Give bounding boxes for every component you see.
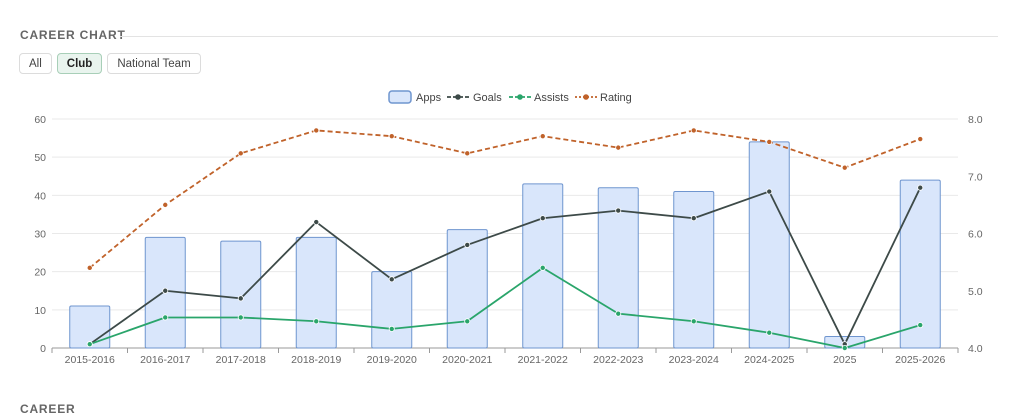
y-left-tick-label: 10 (34, 305, 46, 317)
assists-point[interactable] (162, 314, 169, 321)
rating-point[interactable] (388, 133, 395, 140)
assists-point[interactable] (841, 344, 848, 351)
apps-bar[interactable] (371, 271, 413, 349)
x-tick-label: 2017-2018 (216, 354, 266, 366)
x-tick-label: 2024-2025 (744, 354, 794, 366)
goals-point[interactable] (464, 241, 471, 248)
next-section-title: CAREER (20, 402, 76, 416)
goals-line (89, 187, 922, 346)
legend-rating-label[interactable]: Rating (600, 92, 632, 104)
x-tick-label: 2018-2019 (291, 354, 341, 366)
x-tick-label: 2015-2016 (65, 354, 115, 366)
y-right-tick-label: 4.0 (968, 343, 983, 355)
x-tick-label: 2022-2023 (593, 354, 643, 366)
legend-goals-marker (455, 94, 461, 100)
assists-point[interactable] (86, 341, 93, 348)
rating-point[interactable] (841, 164, 848, 171)
goals-point[interactable] (237, 295, 244, 302)
x-tick-label: 2025 (833, 354, 857, 366)
y-right-tick-label: 7.0 (968, 171, 983, 183)
rating-point[interactable] (690, 127, 697, 134)
apps-bar[interactable] (748, 141, 790, 349)
rating-point[interactable] (615, 144, 622, 151)
x-tick-label: 2019-2020 (367, 354, 417, 366)
legend-assists-label[interactable]: Assists (534, 92, 569, 104)
y-left-tick-label: 30 (34, 229, 46, 241)
x-tick-label: 2021-2022 (518, 354, 568, 366)
assists-point[interactable] (690, 318, 697, 325)
rating-point[interactable] (464, 150, 471, 157)
rating-point[interactable] (162, 201, 169, 208)
y-right-tick-label: 5.0 (968, 286, 983, 298)
rating-point[interactable] (237, 150, 244, 157)
x-tick-label: 2016-2017 (140, 354, 190, 366)
goals-point[interactable] (313, 219, 320, 226)
goals-point[interactable] (690, 215, 697, 222)
legend-apps-label[interactable]: Apps (416, 92, 442, 104)
goals-point[interactable] (539, 215, 546, 222)
legend-rating-marker (583, 94, 589, 100)
x-tick-label: 2020-2021 (442, 354, 492, 366)
assists-point[interactable] (539, 264, 546, 271)
assists-point[interactable] (766, 329, 773, 336)
rating-point[interactable] (86, 264, 93, 271)
tab-national-team[interactable]: National Team (107, 53, 201, 74)
tab-club[interactable]: Club (56, 53, 103, 74)
assists-point[interactable] (237, 314, 244, 321)
assists-point[interactable] (388, 325, 395, 332)
x-tick-label: 2023-2024 (669, 354, 719, 366)
y-left-tick-label: 20 (34, 267, 46, 279)
legend-goals-label[interactable]: Goals (473, 92, 502, 104)
x-tick-label: 2025-2026 (895, 354, 945, 366)
rating-line (89, 129, 921, 269)
y-left-tick-label: 40 (34, 190, 46, 202)
rating-point[interactable] (766, 138, 773, 145)
assists-point[interactable] (313, 318, 320, 325)
goals-point[interactable] (388, 276, 395, 283)
rating-point[interactable] (539, 133, 546, 140)
rating-point[interactable] (917, 136, 924, 143)
section-divider (120, 36, 998, 37)
y-right-tick-label: 6.0 (968, 229, 983, 241)
y-left-tick-label: 60 (34, 114, 46, 126)
goals-point[interactable] (766, 188, 773, 195)
legend-assists-marker (517, 94, 523, 100)
apps-bar[interactable] (446, 229, 488, 349)
assists-point[interactable] (615, 310, 622, 317)
rating-point[interactable] (313, 127, 320, 134)
section-title: CAREER CHART (20, 28, 126, 42)
chart-filter-tabs: All Club National Team (19, 53, 201, 74)
apps-bar[interactable] (220, 240, 262, 349)
goals-point[interactable] (917, 184, 924, 191)
goals-point[interactable] (615, 207, 622, 214)
assists-line (89, 266, 921, 349)
apps-bar[interactable] (673, 191, 715, 349)
y-left-tick-label: 50 (34, 152, 46, 164)
tab-all[interactable]: All (19, 53, 52, 74)
goals-point[interactable] (162, 287, 169, 294)
legend-apps-swatch (388, 90, 412, 104)
y-left-tick-label: 0 (40, 343, 46, 355)
career-chart: 0 10 20 30 40 50 60 4.0 5.0 6.0 7.0 8.0 2015-2016 201… (34, 90, 983, 366)
apps-bar[interactable] (899, 179, 941, 349)
assists-point[interactable] (464, 318, 471, 325)
assists-point[interactable] (917, 322, 924, 329)
y-right-tick-label: 8.0 (968, 114, 983, 126)
apps-bar[interactable] (295, 236, 337, 349)
